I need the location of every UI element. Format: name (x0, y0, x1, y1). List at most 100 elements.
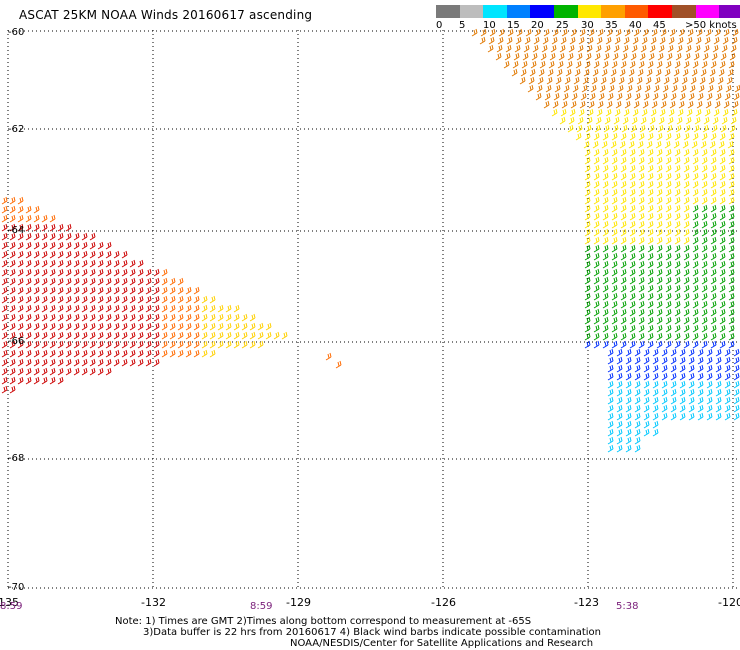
wind-barb (602, 212, 609, 221)
wind-barb (209, 313, 216, 322)
wind-barb (616, 364, 623, 373)
wind-barb (692, 156, 699, 165)
wind-barb (169, 322, 176, 331)
wind-barb (642, 28, 649, 37)
notes-line-2: 3)Data buffer is 22 hrs from 20160617 4)… (143, 627, 601, 638)
wind-barb (674, 156, 681, 165)
wind-barb (560, 108, 567, 117)
wind-barb (679, 348, 686, 357)
wind-barb (650, 108, 657, 117)
wind-barb (33, 214, 40, 223)
wind-barb (145, 268, 152, 277)
wind-barb (97, 241, 104, 250)
wind-barb (584, 268, 591, 277)
wind-barb (634, 388, 641, 397)
wind-barb (634, 444, 641, 453)
wind-barb (25, 367, 32, 376)
wind-barb (81, 286, 88, 295)
wind-barb (728, 308, 735, 317)
wind-barb (592, 68, 599, 77)
wind-barb (731, 36, 738, 45)
wind-barb (17, 376, 24, 385)
wind-barb (674, 276, 681, 285)
wind-barb (647, 164, 654, 173)
wind-barb (121, 331, 128, 340)
wind-barb (616, 404, 623, 413)
wind-barb (549, 52, 556, 61)
wind-barb (710, 156, 717, 165)
wind-barb (620, 260, 627, 269)
wind-barb (688, 380, 695, 389)
wind-barb (692, 276, 699, 285)
wind-barb (664, 140, 671, 149)
wind-barb (676, 116, 683, 125)
wind-barb (647, 212, 654, 221)
wind-barb (692, 164, 699, 173)
wind-barb (33, 358, 40, 367)
wind-barb (706, 412, 713, 421)
wind-barb (674, 324, 681, 333)
wind-barb (652, 372, 659, 381)
wind-barb (674, 332, 681, 341)
wind-barb (665, 308, 672, 317)
wind-barb (656, 308, 663, 317)
wind-barb (728, 60, 735, 69)
wind-barb (660, 100, 667, 109)
wind-barb (563, 84, 570, 93)
wind-barb (1, 367, 8, 376)
wind-barb (65, 340, 72, 349)
wind-barb (697, 348, 704, 357)
wind-barb (733, 92, 740, 101)
wind-barb (620, 180, 627, 189)
wind-barb (81, 304, 88, 313)
wind-barb (622, 116, 629, 125)
wind-barb (643, 364, 650, 373)
wind-barb (638, 332, 645, 341)
wind-barb (611, 244, 618, 253)
wind-barb (722, 108, 729, 117)
wind-barb (733, 404, 740, 413)
wind-barb (17, 322, 24, 331)
wind-barb (25, 214, 32, 223)
wind-barb (607, 396, 614, 405)
wind-barb (65, 250, 72, 259)
wind-barb (607, 380, 614, 389)
wind-barb (672, 76, 679, 85)
wind-barb (647, 300, 654, 309)
wind-barb (638, 188, 645, 197)
wind-barb (697, 372, 704, 381)
wind-barb (1, 349, 8, 358)
wind-barb (683, 164, 690, 173)
wind-barb (619, 68, 626, 77)
wind-barb (692, 148, 699, 157)
wind-barb (73, 295, 80, 304)
wind-barb (121, 358, 128, 367)
wind-speed-scale-labels: 0 5 10 15 20 25 30 35 40 45 >50 knots (436, 20, 740, 34)
wind-barb (670, 388, 677, 397)
wind-barb (728, 188, 735, 197)
wind-barb (9, 268, 16, 277)
wind-barb (185, 286, 192, 295)
wind-barb (692, 220, 699, 229)
wind-barb (33, 205, 40, 214)
wind-barb (623, 36, 630, 45)
wind-barb (697, 404, 704, 413)
wind-barb (532, 44, 539, 53)
wind-barb (629, 188, 636, 197)
wind-barb (137, 340, 144, 349)
wind-barb (620, 236, 627, 245)
wind-barb (655, 140, 662, 149)
wind-barb (674, 260, 681, 269)
wind-barb (701, 132, 708, 141)
wind-barb (674, 220, 681, 229)
wind-barb (683, 148, 690, 157)
wind-barb (638, 220, 645, 229)
wind-barb (656, 236, 663, 245)
wind-barb (638, 300, 645, 309)
wind-barb (105, 322, 112, 331)
wind-barb (602, 204, 609, 213)
wind-barb (647, 132, 654, 141)
wind-barb (576, 124, 583, 133)
wind-barb (241, 322, 248, 331)
wind-barb (515, 36, 522, 45)
